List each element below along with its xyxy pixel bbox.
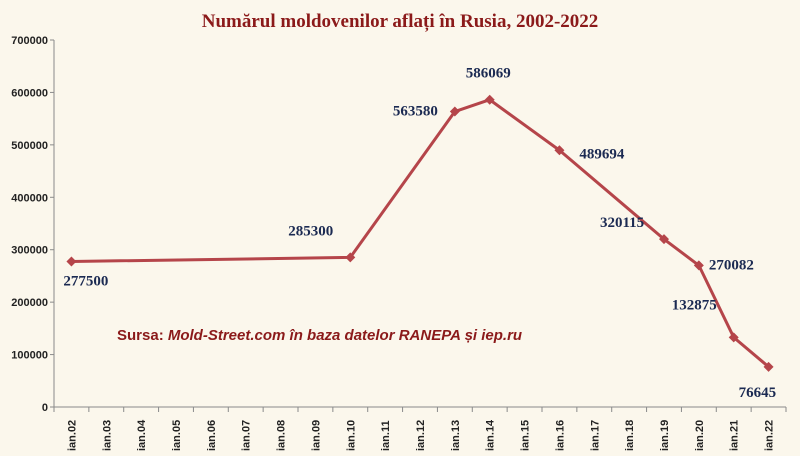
data-point-marker bbox=[763, 361, 774, 372]
data-label: 76645 bbox=[739, 385, 777, 401]
source-prefix: Sursa: bbox=[117, 327, 168, 344]
data-point-marker bbox=[693, 260, 704, 271]
x-tick-label: ian.18 bbox=[624, 420, 636, 451]
data-label: 132875 bbox=[672, 297, 717, 313]
x-tick-label: ian.22 bbox=[764, 420, 776, 451]
x-tick-label: ian.07 bbox=[241, 420, 253, 451]
x-tick-label: ian.03 bbox=[101, 420, 113, 451]
source-note: Sursa: Mold-Street.com în baza datelor R… bbox=[117, 327, 522, 344]
x-tick-label: ian.17 bbox=[589, 420, 601, 451]
data-label: 586069 bbox=[466, 66, 511, 82]
x-tick-label: ian.02 bbox=[66, 420, 78, 451]
x-tick-label: ian.05 bbox=[171, 420, 183, 451]
data-point-marker bbox=[449, 106, 460, 117]
x-tick-label: ian.19 bbox=[659, 420, 671, 451]
y-tick-label: 0 bbox=[42, 402, 48, 414]
x-tick-label: ian.08 bbox=[276, 420, 288, 451]
data-label: 489694 bbox=[579, 146, 625, 162]
y-tick-label: 700000 bbox=[11, 35, 48, 47]
y-tick-label: 200000 bbox=[11, 297, 48, 309]
x-tick-label: ian.12 bbox=[415, 420, 427, 451]
data-label: 270082 bbox=[709, 257, 754, 273]
data-point-marker bbox=[345, 252, 356, 263]
x-tick-label: ian.04 bbox=[136, 419, 148, 451]
x-tick-label: ian.15 bbox=[520, 420, 532, 451]
x-tick-label: ian.11 bbox=[380, 420, 392, 451]
data-point-marker bbox=[554, 145, 565, 156]
data-label: 320115 bbox=[600, 215, 644, 231]
data-labels-group: 277500 285300 563580 586069 489694 320115 2700… bbox=[63, 66, 776, 401]
data-point-marker bbox=[659, 234, 669, 245]
y-tick-label: 600000 bbox=[11, 87, 48, 99]
x-tick-label: ian.14 bbox=[485, 419, 497, 451]
chart-title: Numărul moldovenilor aflați în Rusia, 20… bbox=[202, 11, 599, 32]
x-ticks-group: ian.02 ian.03 ian.04 ian.05 ian.06 ian.07 ian.… bbox=[53, 407, 787, 451]
y-ticks-group: 0 100000 200000 300000 400000 500000 600000 700… bbox=[11, 35, 54, 414]
data-label: 285300 bbox=[288, 223, 333, 239]
y-tick-label: 100000 bbox=[11, 350, 48, 362]
series-group bbox=[66, 94, 774, 372]
data-point-marker bbox=[728, 332, 739, 343]
data-label: 277500 bbox=[63, 274, 108, 290]
source-text: Mold-Street.com în baza datelor RANEPA ș… bbox=[168, 327, 522, 344]
data-label: 563580 bbox=[393, 104, 438, 120]
x-tick-label: ian.13 bbox=[450, 420, 462, 451]
x-tick-label: ian.06 bbox=[206, 420, 218, 451]
data-point-marker bbox=[66, 256, 77, 267]
x-tick-label: ian.09 bbox=[310, 420, 322, 451]
x-tick-label: ian.16 bbox=[554, 420, 566, 451]
y-tick-label: 400000 bbox=[11, 192, 48, 204]
x-tick-label: ian.10 bbox=[345, 420, 357, 451]
y-tick-label: 300000 bbox=[11, 245, 48, 257]
x-tick-label: ian.20 bbox=[694, 420, 706, 451]
y-tick-label: 500000 bbox=[11, 140, 48, 152]
data-point-marker bbox=[484, 94, 495, 105]
x-tick-label: ian.21 bbox=[729, 420, 741, 451]
